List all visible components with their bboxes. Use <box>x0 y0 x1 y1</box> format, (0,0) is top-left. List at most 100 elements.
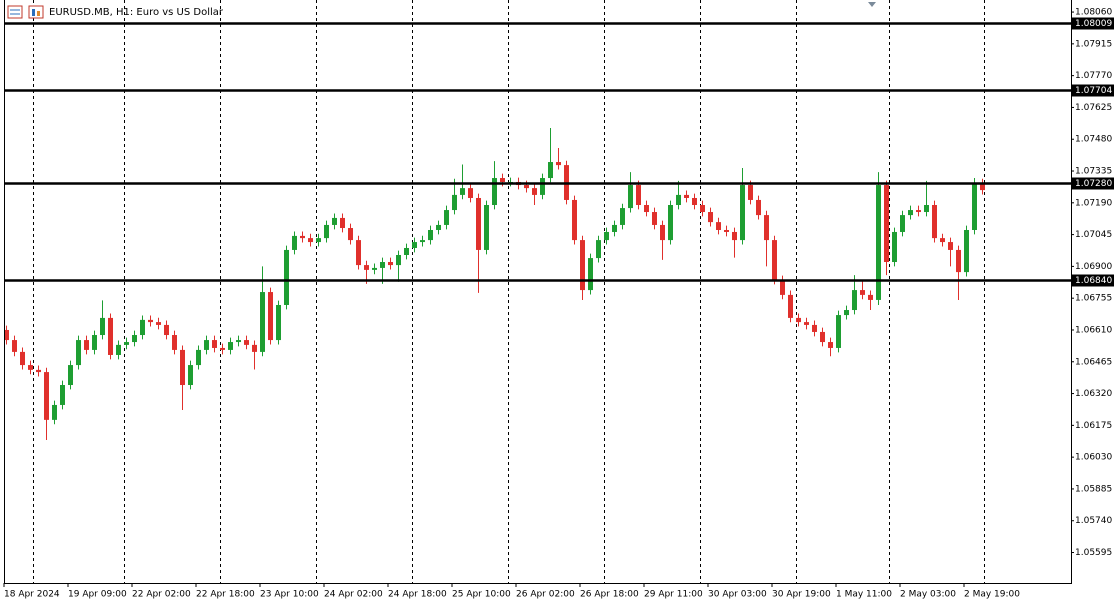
candle-body <box>828 342 833 348</box>
candle-body <box>636 185 641 206</box>
x-tick-label: 22 Apr 02:00 <box>132 590 191 600</box>
candle-body <box>580 240 585 291</box>
candle-body <box>476 197 481 250</box>
candle-body <box>404 247 409 255</box>
candle-body <box>68 365 73 386</box>
shift-marker <box>868 2 876 7</box>
candle-body <box>284 249 289 305</box>
candle-body <box>756 199 761 216</box>
candle-body <box>300 235 305 239</box>
x-tick-label: 19 Apr 09:00 <box>68 590 127 600</box>
candle-body <box>452 194 457 211</box>
candle-body <box>468 188 473 198</box>
x-tick-label: 2 May 03:00 <box>900 590 956 600</box>
candle-body <box>444 210 449 225</box>
x-tick-label: 30 Apr 03:00 <box>708 590 767 600</box>
x-tick-label: 26 Apr 02:00 <box>516 590 575 600</box>
candle-body <box>340 217 345 229</box>
candle-body <box>332 217 337 225</box>
icon <box>32 9 35 16</box>
candle-body <box>100 317 105 336</box>
y-tick-label: 1.06900 <box>1075 262 1112 272</box>
candle-body <box>244 340 249 345</box>
level-label-box <box>1072 84 1114 97</box>
plot <box>4 128 985 441</box>
candle-body <box>964 229 969 273</box>
candle-body <box>132 335 137 343</box>
candle-body <box>772 240 777 280</box>
x-tick-label: 22 Apr 18:00 <box>196 590 255 600</box>
candle-body <box>788 294 793 318</box>
candle-body <box>820 331 825 343</box>
candle-body <box>684 194 689 198</box>
candle-body <box>740 185 745 241</box>
y-tick-label: 1.07190 <box>1075 198 1112 208</box>
candle-body <box>84 340 89 350</box>
candle-body <box>900 215 905 232</box>
candle-body <box>692 197 697 206</box>
y-tick-label: 1.07915 <box>1075 39 1112 49</box>
x-tick-label: 24 Apr 18:00 <box>388 590 447 600</box>
y-tick-label: 1.07770 <box>1075 71 1112 81</box>
y-tick-label: 1.07625 <box>1075 103 1112 113</box>
candle-body <box>76 340 81 366</box>
candle-body <box>324 224 329 239</box>
candle-body <box>12 340 17 352</box>
candle-body <box>884 185 889 263</box>
candle-body <box>748 185 753 200</box>
candle-body <box>4 329 9 341</box>
candle-body <box>652 212 657 225</box>
y-tick-label: 1.06755 <box>1075 294 1112 304</box>
candle-body <box>212 340 217 348</box>
candle-body <box>628 185 633 209</box>
candle-body <box>92 335 97 350</box>
y-tick-label: 1.05885 <box>1075 484 1112 494</box>
candle-body <box>124 342 129 345</box>
candle-body <box>140 319 145 336</box>
candle-body <box>388 262 393 266</box>
candle-body <box>292 235 297 250</box>
candle-body <box>412 242 417 248</box>
candle-body <box>940 238 945 243</box>
level-label-box <box>1072 17 1114 30</box>
candle-body <box>572 199 577 241</box>
candle-body <box>204 340 209 350</box>
candle-body <box>660 224 665 241</box>
candle-body <box>268 292 273 341</box>
candle-body <box>20 351 25 366</box>
candle-body <box>852 290 857 311</box>
candle-body <box>372 267 377 270</box>
candle-body <box>108 317 113 355</box>
candle-body <box>436 224 441 230</box>
candle-body <box>604 231 609 241</box>
candle-body <box>948 242 953 250</box>
candle-body <box>252 344 257 352</box>
candle-body <box>172 335 177 350</box>
candle-body <box>780 279 785 295</box>
candle-body <box>356 240 361 266</box>
candle-body <box>180 349 185 386</box>
y-tick-label: 1.06320 <box>1075 389 1112 399</box>
candle-body <box>220 347 225 350</box>
candle-body <box>644 205 649 213</box>
candle-body <box>676 194 681 206</box>
candle-body <box>228 342 233 350</box>
candle-body <box>28 365 33 370</box>
candle-body <box>588 258 593 291</box>
candle-body <box>844 310 849 316</box>
candle-body <box>460 188 465 195</box>
candle-body <box>116 344 121 355</box>
x-tick-label: 29 Apr 11:00 <box>644 590 703 600</box>
y-tick-label: 1.07335 <box>1075 167 1112 177</box>
y-tick-label: 1.06465 <box>1075 357 1112 367</box>
candle-body <box>924 205 929 213</box>
x-tick-label: 23 Apr 10:00 <box>260 590 319 600</box>
level-label: 1.06840 <box>1075 276 1112 286</box>
candle-body <box>708 212 713 223</box>
level-label-box <box>1072 177 1114 190</box>
candle-body <box>876 185 881 300</box>
candle-body <box>492 178 497 206</box>
candle-body <box>764 215 769 241</box>
candle-body <box>236 340 241 343</box>
